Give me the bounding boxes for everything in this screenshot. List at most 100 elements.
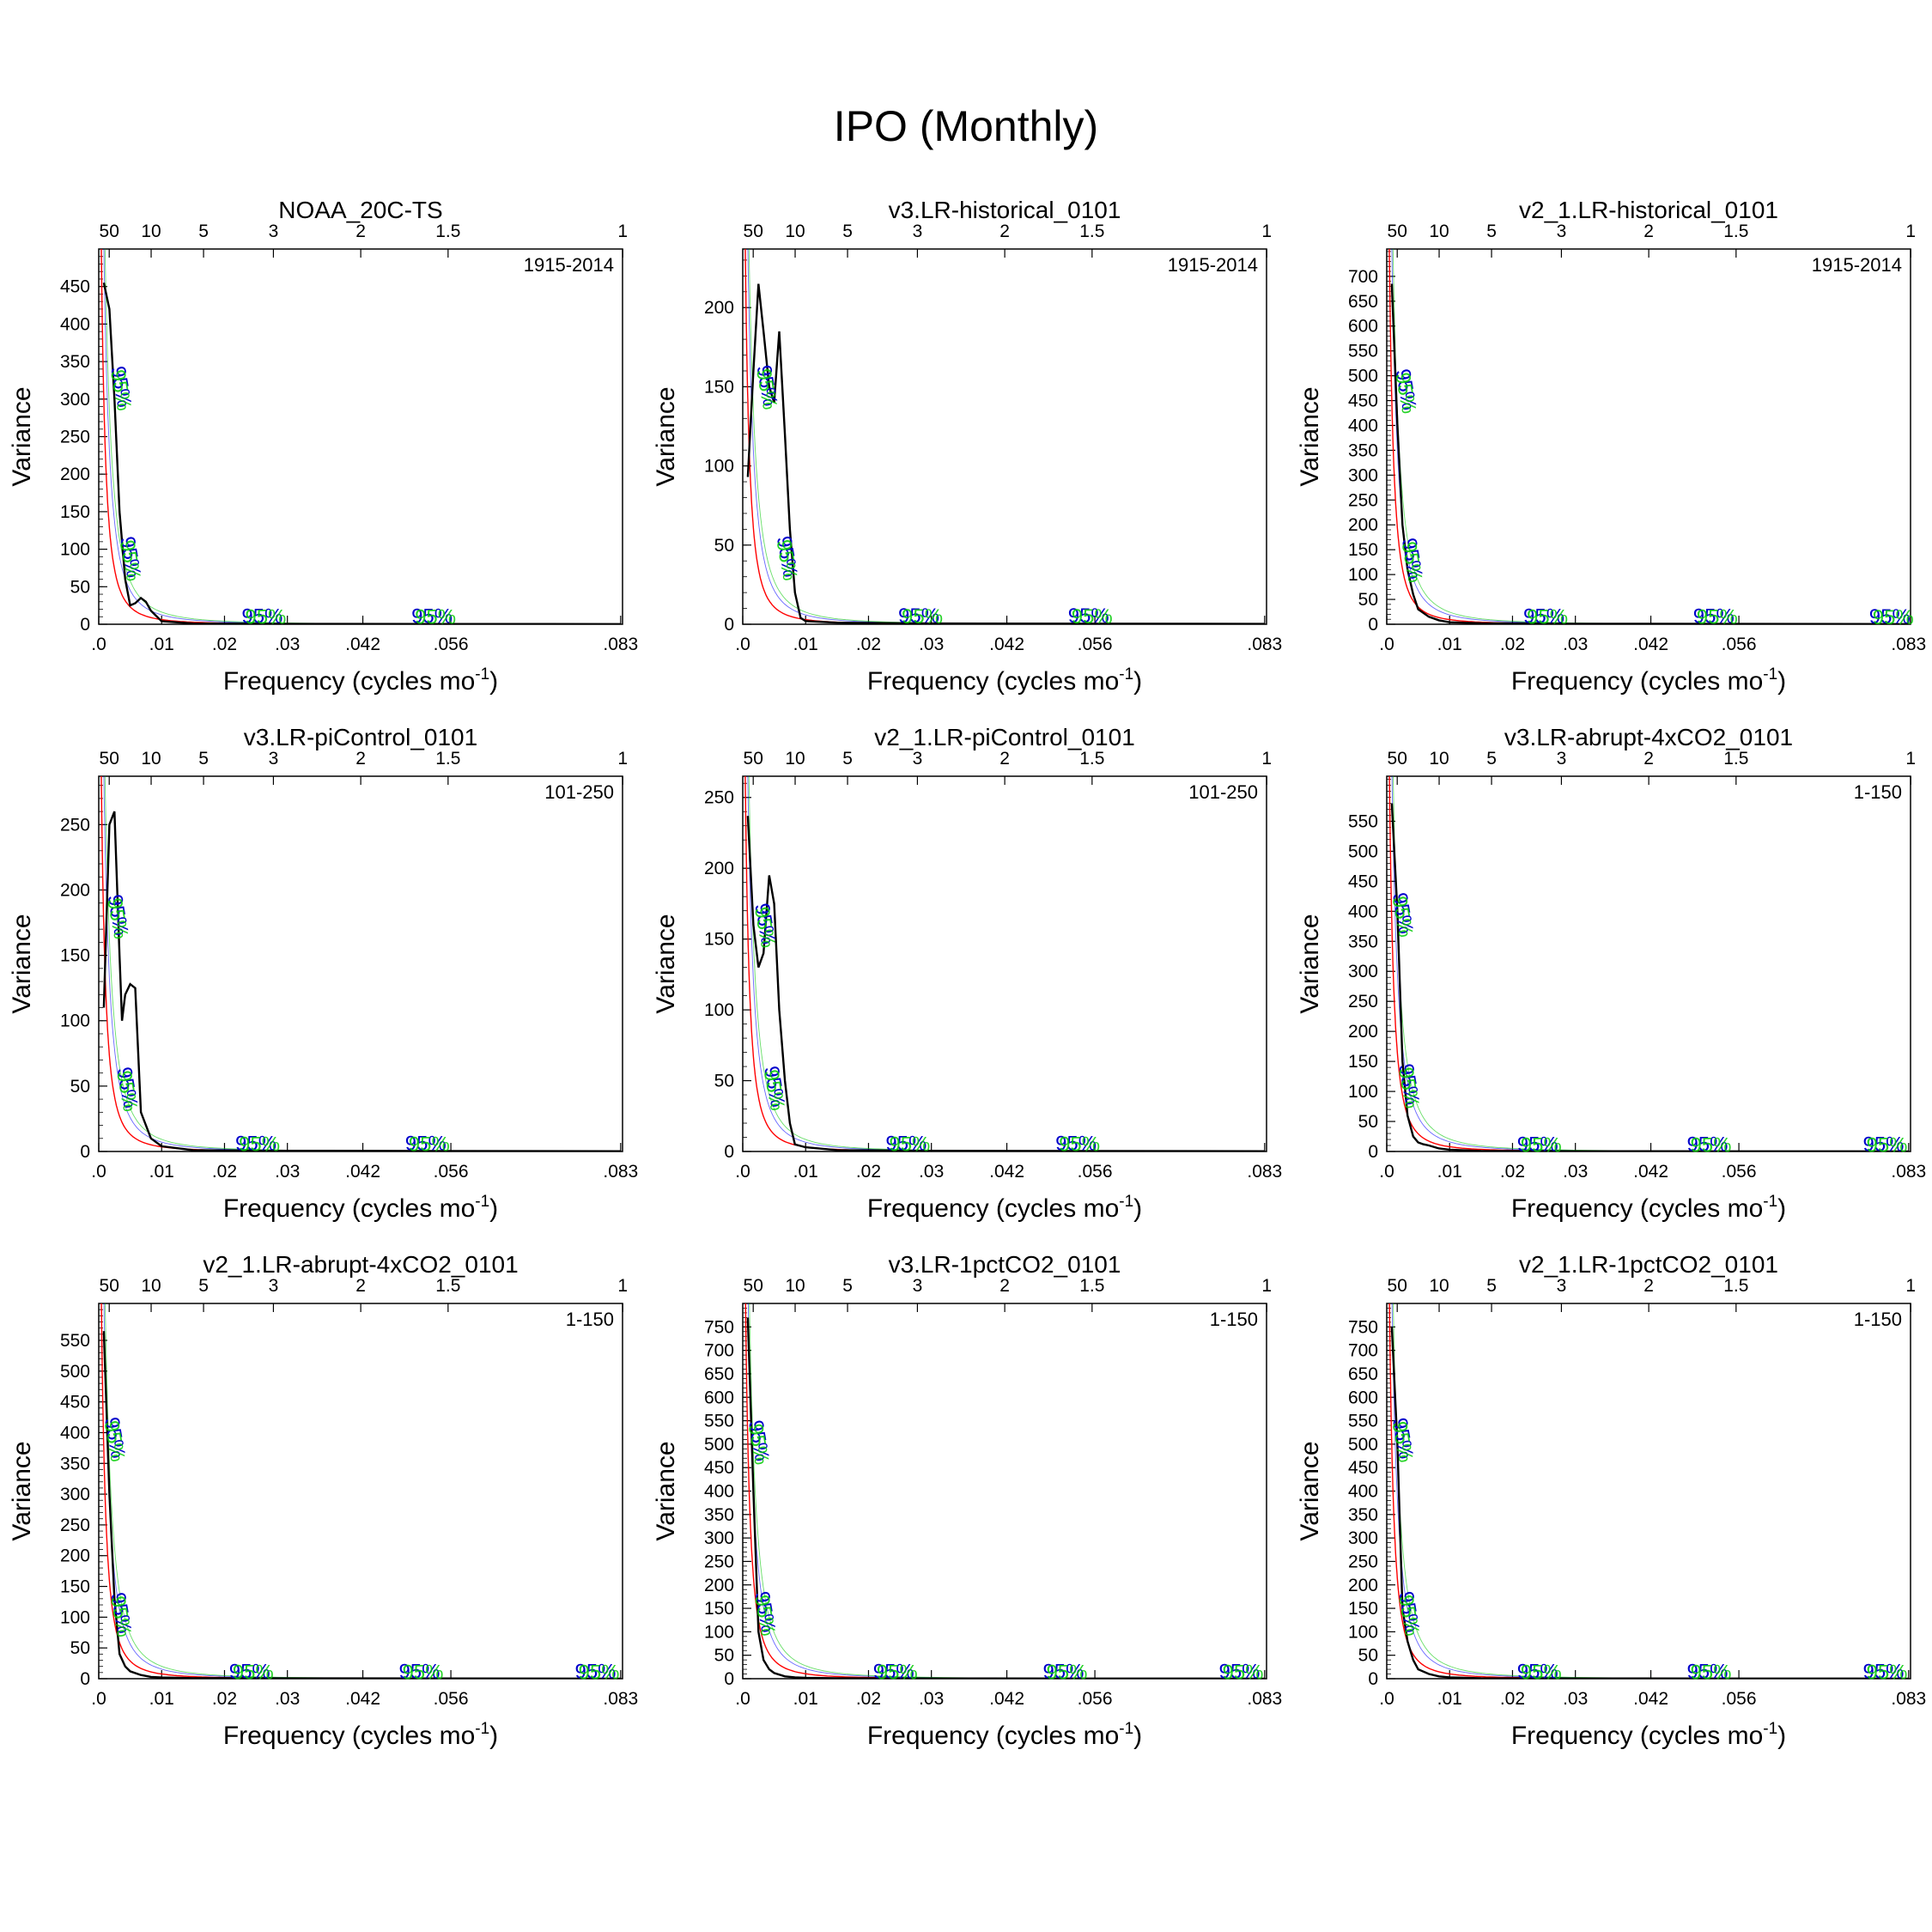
x-axis-label-exponent: -1 <box>1119 1193 1133 1211</box>
y-tick-label: 250 <box>60 428 90 447</box>
y-tick-label: 150 <box>60 946 90 966</box>
y-tick-label: 150 <box>60 1577 90 1597</box>
x-axis-label-main: Frequency (cycles mo <box>1511 1194 1763 1223</box>
label-95-green: 95% <box>415 605 456 629</box>
x-tick-label: .02 <box>212 1689 237 1709</box>
y-tick-label: 150 <box>1348 540 1378 560</box>
y-tick-label: 550 <box>1348 342 1378 361</box>
x-axis-label-exponent: -1 <box>1763 665 1777 683</box>
y-tick-label: 600 <box>704 1388 734 1407</box>
y-tick-label: 250 <box>704 788 734 808</box>
red-noise-curve <box>100 1303 614 1679</box>
y-tick-label: 100 <box>704 1000 734 1020</box>
y-tick-label: 0 <box>80 1669 90 1689</box>
period-tick-label: 5 <box>842 1276 853 1296</box>
y-tick-label: 650 <box>704 1364 734 1384</box>
x-axis-label-exponent: -1 <box>475 665 489 683</box>
y-tick-label: 100 <box>1348 1082 1378 1102</box>
label-95-blue: 95% <box>1693 605 1735 628</box>
y-tick-label: 500 <box>1348 367 1378 386</box>
period-label: 1-150 <box>1854 781 1902 803</box>
period-tick-label: 3 <box>1557 749 1567 769</box>
x-axis-label-main: Frequency (cycles mo <box>1511 667 1763 696</box>
x-tick-label: .01 <box>1437 635 1462 654</box>
x-axis-label-main: Frequency (cycles mo <box>867 667 1119 696</box>
period-tick-label: 5 <box>842 749 853 769</box>
x-axis-label-exponent: -1 <box>1119 1720 1133 1738</box>
period-tick-label: 50 <box>744 222 763 241</box>
spectrum-panel-1: NOAA_20C-TS1915-201405010015020025030035… <box>8 197 638 696</box>
y-tick-label: 550 <box>1348 1412 1378 1431</box>
period-label: 1915-2014 <box>1168 254 1258 276</box>
y-tick-label: 200 <box>1348 1022 1378 1042</box>
red-noise-curve <box>100 776 614 1151</box>
lower-ci-curve <box>1391 776 1902 1151</box>
y-tick-label: 400 <box>60 314 90 334</box>
y-tick-label: 300 <box>704 1528 734 1548</box>
x-tick-label: .042 <box>345 635 380 654</box>
spectrum-panel-6: v3.LR-abrupt-4xCO2_01011-150050100150200… <box>1296 724 1926 1223</box>
x-tick-label: .056 <box>1078 1162 1113 1182</box>
period-tick-label: 5 <box>198 1276 209 1296</box>
x-axis-label: Frequency (cycles mo-1) <box>1511 665 1786 696</box>
plot-frame <box>1386 775 1911 1152</box>
label-95-blue: 95% <box>1862 1660 1904 1683</box>
y-tick-label: 450 <box>1348 872 1378 891</box>
y-tick-label: 650 <box>1348 1364 1378 1384</box>
spectrum-panel-5: v2_1.LR-piControl_0101101-25005010015020… <box>652 724 1282 1223</box>
period-tick-label: 3 <box>1557 222 1567 241</box>
panel-title: NOAA_20C-TS <box>278 197 442 223</box>
label-95-green: 95% <box>889 1133 930 1156</box>
y-tick-label: 200 <box>1348 1576 1378 1595</box>
y-tick-label: 250 <box>60 1516 90 1535</box>
y-tick-label: 0 <box>724 615 734 635</box>
period-tick-label: 1 <box>617 1276 628 1296</box>
y-tick-label: 400 <box>704 1482 734 1502</box>
label-95-blue: 95% <box>1862 1133 1904 1156</box>
y-tick-label: 100 <box>1348 565 1378 585</box>
y-axis-label: Variance <box>1296 914 1324 1013</box>
label-95-green: 95% <box>1866 1661 1907 1684</box>
x-axis-label: Frequency (cycles mo-1) <box>867 1720 1142 1750</box>
period-tick-label: 5 <box>198 222 209 241</box>
x-axis-label-main: Frequency (cycles mo <box>223 1722 475 1750</box>
x-tick-label: .0 <box>735 635 750 654</box>
panel-title: v3.LR-piControl_0101 <box>244 724 477 750</box>
curves-layer <box>744 249 1265 624</box>
period-tick-label: 2 <box>1643 222 1654 241</box>
spectrum-panel-9: v2_1.LR-1pctCO2_01011-150050100150200250… <box>1296 1251 1926 1750</box>
y-tick-label: 400 <box>1348 902 1378 921</box>
x-tick-label: .056 <box>1078 635 1113 654</box>
period-tick-label: 2 <box>1643 1276 1654 1296</box>
period-label: 1915-2014 <box>524 254 614 276</box>
label-95-blue: 95% <box>1517 1660 1558 1683</box>
y-tick-label: 50 <box>70 577 90 597</box>
panel-title: v3.LR-historical_0101 <box>889 197 1121 223</box>
y-tick-label: 500 <box>1348 841 1378 861</box>
curves-layer <box>1388 1303 1909 1679</box>
x-axis-label: Frequency (cycles mo-1) <box>1511 1720 1786 1750</box>
x-tick-label: .01 <box>793 1162 818 1182</box>
period-tick-label: 2 <box>355 222 366 241</box>
period-tick-label: 1 <box>1905 749 1916 769</box>
y-tick-label: 300 <box>1348 1528 1378 1548</box>
spectrum-line <box>102 1331 621 1679</box>
y-tick-label: 50 <box>70 1638 90 1658</box>
x-tick-label: .042 <box>1633 635 1668 654</box>
period-tick-label: 10 <box>1429 749 1449 769</box>
period-tick-label: 1.5 <box>1723 1276 1748 1296</box>
x-tick-label: .0 <box>735 1162 750 1182</box>
plot-frame <box>742 775 1267 1152</box>
x-axis-label: Frequency (cycles mo-1) <box>223 1720 498 1750</box>
x-axis-label-close: ) <box>1133 1722 1142 1750</box>
spectrum-line <box>1390 1327 1909 1679</box>
red-noise-curve <box>1388 249 1902 624</box>
x-axis-label-main: Frequency (cycles mo <box>223 1194 475 1223</box>
period-tick-label: 2 <box>999 749 1010 769</box>
y-tick-label: 100 <box>1348 1622 1378 1642</box>
x-tick-label: .0 <box>91 1162 106 1182</box>
y-tick-label: 200 <box>1348 515 1378 535</box>
y-tick-label: 0 <box>1368 1669 1378 1689</box>
x-tick-label: .01 <box>1437 1162 1462 1182</box>
x-tick-label: .056 <box>434 635 469 654</box>
